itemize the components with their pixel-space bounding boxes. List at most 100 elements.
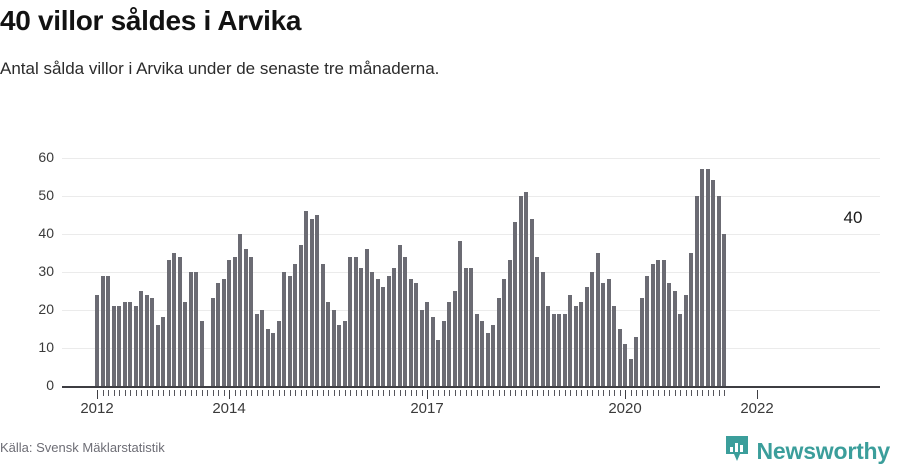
bar[interactable] (645, 275, 649, 386)
bar[interactable] (502, 279, 506, 386)
bar[interactable] (639, 298, 644, 386)
bar[interactable] (568, 294, 572, 386)
bar[interactable] (524, 191, 528, 386)
bar[interactable] (221, 279, 226, 386)
bar[interactable] (535, 256, 539, 386)
bar[interactable] (249, 256, 253, 386)
bar[interactable] (447, 302, 451, 386)
bar[interactable] (507, 260, 512, 386)
bar[interactable] (315, 214, 319, 386)
bar[interactable] (326, 302, 330, 386)
bar[interactable] (260, 309, 264, 386)
bar[interactable] (661, 260, 666, 386)
bar[interactable] (359, 268, 363, 386)
bar[interactable] (425, 302, 429, 386)
bar[interactable] (689, 252, 693, 386)
bar[interactable] (172, 252, 176, 386)
bar[interactable] (452, 290, 457, 386)
bar[interactable] (683, 294, 688, 386)
bar[interactable] (122, 302, 127, 386)
bar[interactable] (491, 325, 495, 386)
bar[interactable] (414, 283, 418, 386)
bar[interactable] (111, 306, 116, 386)
bar[interactable] (342, 321, 347, 386)
bar[interactable] (485, 332, 490, 386)
bar[interactable] (705, 169, 710, 386)
bar[interactable] (144, 294, 149, 386)
bar[interactable] (397, 245, 402, 386)
bar[interactable] (210, 298, 215, 386)
bar[interactable] (441, 321, 446, 386)
bar[interactable] (667, 283, 671, 386)
bar[interactable] (474, 313, 479, 386)
bar[interactable] (161, 317, 165, 386)
bar[interactable] (458, 241, 462, 386)
bar[interactable] (403, 256, 407, 386)
bar[interactable] (579, 302, 583, 386)
bar[interactable] (128, 302, 132, 386)
bar[interactable] (590, 271, 594, 386)
bar[interactable] (634, 336, 638, 386)
bar[interactable] (320, 264, 325, 386)
bar[interactable] (650, 264, 655, 386)
bar[interactable] (238, 233, 242, 386)
bar[interactable] (419, 309, 424, 386)
bar[interactable] (672, 290, 677, 386)
bar[interactable] (628, 359, 633, 386)
bar[interactable] (227, 260, 231, 386)
bar[interactable] (348, 256, 352, 386)
bar[interactable] (540, 271, 545, 386)
bar[interactable] (716, 195, 721, 386)
bar[interactable] (100, 275, 105, 386)
bar[interactable] (480, 321, 484, 386)
bar[interactable] (188, 271, 193, 386)
bar[interactable] (678, 313, 682, 386)
bar[interactable] (601, 283, 605, 386)
bar[interactable] (304, 210, 308, 386)
bar[interactable] (617, 328, 622, 386)
bar[interactable] (546, 306, 550, 386)
bar[interactable] (430, 317, 435, 386)
bar[interactable] (265, 328, 270, 386)
bar[interactable] (194, 271, 198, 386)
bar[interactable] (562, 313, 567, 386)
bar[interactable] (254, 313, 259, 386)
bar[interactable] (469, 268, 473, 386)
bar[interactable] (623, 344, 627, 386)
bar[interactable] (216, 283, 220, 386)
bar[interactable] (133, 306, 138, 386)
bar[interactable] (612, 306, 616, 386)
bar[interactable] (353, 256, 358, 386)
bar[interactable] (392, 268, 396, 386)
bar[interactable] (106, 275, 110, 386)
bar[interactable] (518, 195, 523, 386)
bar[interactable] (529, 218, 534, 386)
bar[interactable] (463, 268, 468, 386)
bar[interactable] (436, 340, 440, 386)
bar[interactable] (177, 256, 182, 386)
bar[interactable] (166, 260, 171, 386)
bar[interactable] (298, 245, 303, 386)
bar[interactable] (381, 287, 385, 386)
bar[interactable] (595, 252, 600, 386)
bar[interactable] (271, 332, 275, 386)
bar[interactable] (276, 321, 281, 386)
bar[interactable] (513, 222, 517, 386)
bar[interactable] (282, 271, 286, 386)
bar[interactable] (551, 313, 556, 386)
bar[interactable] (337, 325, 341, 386)
bar[interactable] (150, 298, 154, 386)
bar[interactable] (243, 248, 248, 386)
bar[interactable] (386, 275, 391, 386)
bar[interactable] (694, 195, 699, 386)
bar[interactable] (139, 290, 143, 386)
bar[interactable] (408, 279, 413, 386)
bar[interactable] (496, 298, 501, 386)
bar[interactable] (700, 169, 704, 386)
bar[interactable] (287, 275, 292, 386)
bar[interactable] (155, 325, 160, 386)
bar[interactable] (309, 218, 314, 386)
bar[interactable] (293, 264, 297, 386)
bar[interactable] (370, 271, 374, 386)
bar[interactable] (331, 309, 336, 386)
